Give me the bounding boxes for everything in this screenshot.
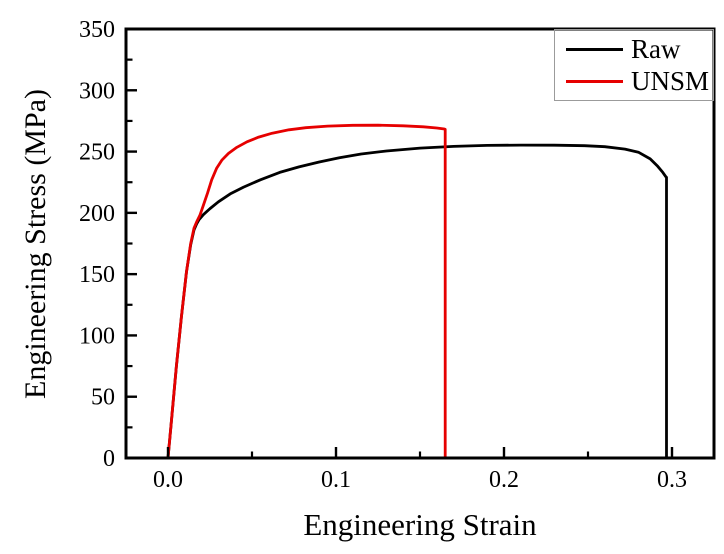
legend-label-unsm: UNSM bbox=[631, 66, 710, 96]
y-tick-label: 350 bbox=[79, 17, 115, 43]
legend: Raw UNSM bbox=[554, 29, 714, 101]
y-axis-title: Engineering Stress (MPa) bbox=[19, 89, 52, 399]
legend-line-raw bbox=[566, 47, 623, 51]
y-tick-label: 250 bbox=[79, 140, 115, 166]
unsm-curve bbox=[166, 123, 447, 459]
x-tick-label: 0.3 bbox=[657, 467, 687, 493]
y-tick-label: 300 bbox=[79, 78, 115, 104]
x-axis-title: Engineering Strain bbox=[303, 507, 537, 542]
x-tick-label: 0.2 bbox=[489, 467, 519, 493]
y-tick-label: 150 bbox=[79, 262, 115, 288]
y-tick-label: 0 bbox=[103, 446, 115, 472]
legend-line-unsm bbox=[566, 79, 623, 83]
legend-entry-raw: Raw bbox=[566, 35, 713, 63]
y-tick-label: 100 bbox=[79, 323, 115, 349]
x-tick-label: 0.0 bbox=[153, 467, 183, 493]
raw-curve bbox=[166, 143, 668, 459]
y-tick-label: 50 bbox=[91, 385, 115, 411]
x-tick-label: 0.1 bbox=[321, 467, 351, 493]
legend-entry-unsm: UNSM bbox=[566, 67, 713, 95]
y-tick-label: 200 bbox=[79, 201, 115, 227]
legend-label-raw: Raw bbox=[631, 34, 681, 64]
